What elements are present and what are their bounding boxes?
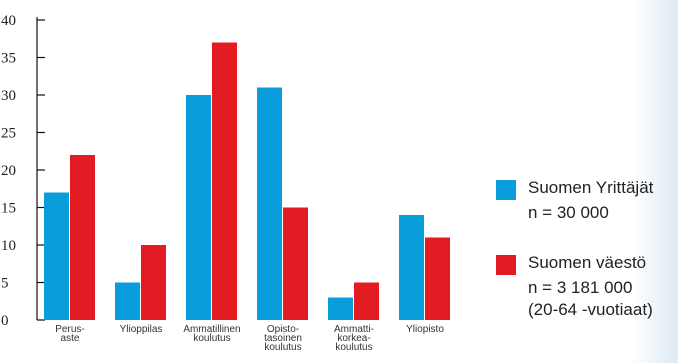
x-tick-label: Ylioppilas (120, 324, 163, 335)
bar-vaesto (425, 237, 450, 320)
legend-sample-note: (20-64 -vuotiaat) (528, 300, 653, 319)
x-tick-label: Ammatillinen koulutus (183, 324, 240, 344)
legend-sample-note: n = 3 181 000 (528, 278, 633, 297)
legend-swatch (496, 180, 516, 200)
x-tick-label: Perus-aste (55, 324, 84, 344)
bar-yrittajat (115, 282, 140, 320)
bar-vaesto (141, 245, 166, 320)
y-tick-label: 25 (1, 126, 16, 142)
y-tick-label: 30 (1, 88, 16, 104)
legend-swatch (496, 255, 516, 275)
bar-yrittajat (257, 87, 282, 320)
bar-yrittajat (328, 297, 353, 320)
y-tick-label: 5 (1, 276, 9, 292)
bar-vaesto (70, 155, 95, 320)
background-edge-fade (632, 0, 678, 363)
chart-bars (44, 42, 450, 320)
x-tick-label: Opisto-tasoinen koulutus (264, 324, 302, 353)
bar-yrittajat (399, 215, 424, 320)
y-tick-label: 15 (1, 201, 16, 217)
legend-series-name: Suomen Yrittäjät (528, 178, 654, 197)
y-tick-label: 40 (1, 13, 16, 29)
x-axis-labels: Perus-aste Ylioppilas Ammatillinen koulutus… (55, 324, 444, 353)
bar-vaesto (354, 282, 379, 320)
chart-axes: 0 5 10 15 20 25 30 35 40 (1, 13, 45, 329)
x-tick-label: Ammatti-korkea-koulutus (334, 324, 374, 353)
bar-yrittajat (186, 95, 211, 320)
y-tick-label: 35 (1, 51, 16, 67)
legend-series-name: Suomen väestö (528, 253, 647, 272)
legend-sample-note: n = 30 000 (528, 203, 609, 222)
bar-yrittajat (44, 192, 69, 320)
y-tick-label: 0 (1, 313, 9, 329)
y-tick-label: 20 (1, 163, 16, 179)
bar-vaesto (283, 207, 308, 320)
y-tick-label: 10 (1, 238, 16, 254)
x-tick-label: Yliopisto (406, 324, 444, 335)
bar-vaesto (212, 42, 237, 320)
